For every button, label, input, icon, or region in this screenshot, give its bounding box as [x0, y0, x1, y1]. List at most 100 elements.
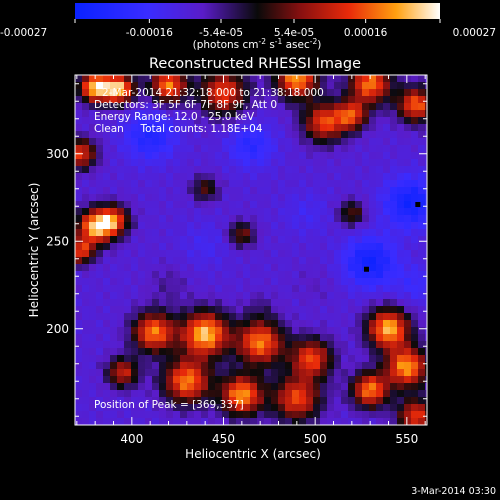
heatmap-cell [187, 404, 195, 412]
heatmap-cell [299, 411, 307, 419]
heatmap-cell [334, 201, 342, 209]
heatmap-cell [327, 82, 335, 90]
heatmap-cell [411, 75, 419, 83]
heatmap-cell [285, 236, 293, 244]
heatmap-cell [138, 89, 146, 97]
heatmap-cell [124, 257, 132, 265]
heatmap-cell [75, 166, 83, 174]
heatmap-cell [166, 166, 174, 174]
heatmap-cell [173, 299, 181, 307]
heatmap-cell [250, 292, 258, 300]
heatmap-cell [271, 341, 279, 349]
heatmap-cell [334, 285, 342, 293]
heatmap-cell [152, 243, 160, 251]
heatmap-cell [103, 215, 111, 223]
heatmap-cell [159, 397, 167, 405]
heatmap-cell [397, 327, 405, 335]
heatmap-cell [131, 117, 139, 125]
heatmap-cell [348, 145, 356, 153]
heatmap-cell [355, 390, 363, 398]
heatmap-cell [208, 152, 216, 160]
heatmap-cell [229, 418, 237, 426]
heatmap-cell [229, 103, 237, 111]
heatmap-cell [411, 334, 419, 342]
heatmap-cell [313, 285, 321, 293]
heatmap-cell [278, 383, 286, 391]
heatmap-cell [173, 411, 181, 419]
heatmap-cell [152, 96, 160, 104]
heatmap-cell [229, 285, 237, 293]
heatmap-cell [82, 166, 90, 174]
heatmap-cell [187, 103, 195, 111]
heatmap-cell [383, 124, 391, 132]
heatmap-cell [124, 278, 132, 286]
heatmap-cell [369, 208, 377, 216]
heatmap-cell [355, 201, 363, 209]
heatmap-cell [124, 390, 132, 398]
heatmap-cell [313, 362, 321, 370]
heatmap-cell [334, 313, 342, 321]
heatmap-cell [306, 222, 314, 230]
heatmap-cell [306, 159, 314, 167]
heatmap-cell [327, 222, 335, 230]
heatmap-cell [82, 299, 90, 307]
heatmap-cell [243, 166, 251, 174]
heatmap-cell [250, 397, 258, 405]
heatmap-cell [173, 124, 181, 132]
heatmap-cell [264, 159, 272, 167]
heatmap-cell [292, 257, 300, 265]
colorbar-tick-label: 0.00016 [344, 27, 388, 39]
heatmap-cell [397, 257, 405, 265]
heatmap-cell [278, 285, 286, 293]
heatmap-cell [292, 173, 300, 181]
heatmap-cell [383, 180, 391, 188]
heatmap-cell [369, 313, 377, 321]
heatmap-cell [152, 82, 160, 90]
heatmap-cell [355, 418, 363, 426]
heatmap-cell [89, 243, 97, 251]
heatmap-cell [75, 222, 83, 230]
heatmap-cell [103, 292, 111, 300]
heatmap-cell [250, 159, 258, 167]
heatmap-cell [250, 334, 258, 342]
heatmap-cell [96, 110, 104, 118]
heatmap-cell [404, 236, 412, 244]
heatmap-cell [124, 292, 132, 300]
heatmap-cell [96, 299, 104, 307]
heatmap-cell [222, 236, 230, 244]
heatmap-cell [383, 404, 391, 412]
heatmap-cell [215, 376, 223, 384]
heatmap-cell [299, 355, 307, 363]
heatmap-cell [180, 285, 188, 293]
heatmap-cell [229, 362, 237, 370]
heatmap-cell [355, 145, 363, 153]
heatmap-cell [96, 89, 104, 97]
heatmap-cell [341, 264, 349, 272]
heatmap-cell [425, 334, 428, 342]
heatmap-cell [138, 390, 146, 398]
heatmap-cell [306, 166, 314, 174]
heatmap-cell [341, 348, 349, 356]
heatmap-cell [243, 187, 251, 195]
heatmap-cell [418, 369, 426, 377]
heatmap-cell [208, 82, 216, 90]
heatmap-cell [292, 341, 300, 349]
heatmap-cell [320, 194, 328, 202]
heatmap-cell [264, 404, 272, 412]
heatmap-cell [208, 180, 216, 188]
heatmap-cell [306, 418, 314, 426]
heatmap-cell [250, 327, 258, 335]
heatmap-cell [327, 271, 335, 279]
heatmap-cell [89, 152, 97, 160]
heatmap-cell [124, 250, 132, 258]
heatmap-cell [89, 383, 97, 391]
heatmap-cell [327, 201, 335, 209]
heatmap-cell [236, 180, 244, 188]
heatmap-cell [299, 292, 307, 300]
heatmap-cell [411, 397, 419, 405]
heatmap-cell [222, 285, 230, 293]
heatmap-cell [355, 348, 363, 356]
heatmap-cell [320, 89, 328, 97]
heatmap-cell [103, 110, 111, 118]
heatmap-cell [383, 229, 391, 237]
